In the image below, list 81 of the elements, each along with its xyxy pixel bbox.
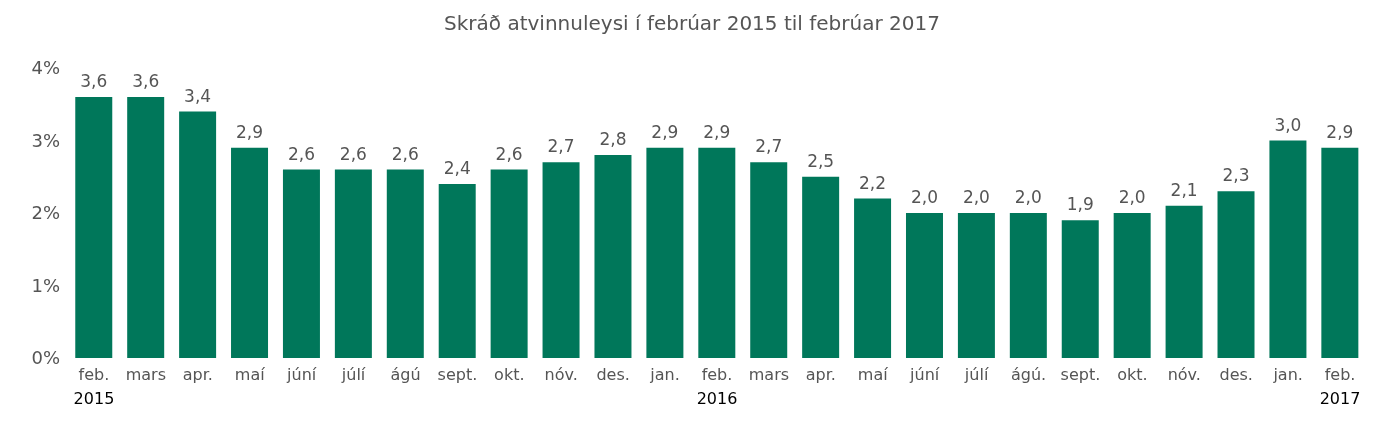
bar — [542, 162, 580, 358]
y-tick-label: 2% — [31, 202, 60, 224]
x-tick-label: sept. — [1060, 365, 1101, 384]
data-label: 2,1 — [1170, 179, 1198, 200]
data-label: 2,6 — [391, 143, 419, 164]
bar — [594, 155, 632, 358]
x-tick-label: nóv. — [544, 365, 578, 384]
data-label: 2,6 — [287, 143, 315, 164]
x-tick-label: feb. 2017 — [1319, 365, 1361, 408]
bar — [334, 169, 372, 358]
data-label: 2,9 — [651, 121, 679, 142]
chart-title: Skráð atvinnuleysi í febrúar 2015 til febrúar 2017 — [443, 10, 941, 37]
bar — [1113, 213, 1151, 358]
data-label: 2,7 — [547, 136, 575, 157]
data-label: 2,6 — [339, 143, 367, 164]
x-tick-label: apr. — [182, 365, 213, 384]
bar — [282, 169, 320, 358]
x-tick-label: mars — [125, 365, 167, 384]
bar — [490, 169, 528, 358]
data-label: 2,9 — [1326, 121, 1354, 142]
x-tick-label: okt. — [1117, 365, 1148, 384]
data-label: 3,6 — [80, 71, 108, 91]
bar — [802, 176, 840, 358]
x-tick-label: mars — [748, 365, 790, 384]
data-label: 3,4 — [184, 85, 212, 106]
bar — [646, 147, 684, 358]
x-tick-label: sept. — [437, 365, 478, 384]
bar — [386, 169, 424, 358]
y-tick-label: 0% — [31, 347, 60, 369]
data-label: 2,0 — [910, 187, 939, 207]
x-tick-label: jan. — [649, 365, 680, 384]
x-tick-label: feb. 2016 — [696, 365, 738, 408]
bar — [127, 97, 165, 358]
data-label: 2,8 — [599, 129, 627, 149]
data-label: 3,6 — [132, 71, 160, 91]
x-tick-label: maí — [857, 365, 889, 384]
data-label: 2,0 — [962, 187, 990, 207]
x-tick-label: maí — [234, 365, 266, 384]
data-label: 1,9 — [1066, 194, 1094, 215]
data-label: 2,9 — [236, 121, 264, 142]
x-tick-label: ágú. — [1010, 365, 1047, 384]
x-tick-label: jan. — [1272, 365, 1303, 384]
x-tick-label: apr. — [805, 365, 836, 384]
bar — [750, 162, 788, 358]
x-tick-label: júní — [286, 365, 317, 384]
data-label: 2,0 — [1014, 187, 1042, 207]
x-tick-label: ágú — [390, 365, 421, 384]
bar — [438, 184, 476, 358]
data-label: 2,2 — [859, 172, 887, 193]
bar — [1321, 147, 1359, 358]
bar — [231, 147, 269, 358]
data-label: 2,9 — [703, 121, 731, 142]
x-tick-label: júlí — [963, 365, 989, 384]
bar — [957, 213, 995, 358]
y-tick-label: 4% — [31, 57, 60, 79]
bar — [1269, 140, 1307, 358]
y-tick-label: 3% — [31, 129, 60, 151]
x-tick-label: okt. — [494, 365, 525, 384]
y-tick-label: 1% — [31, 274, 60, 296]
x-tick-label: des. — [596, 365, 630, 384]
bar — [1009, 213, 1047, 358]
x-tick-label: júlí — [340, 365, 366, 384]
x-tick-label: des. — [1219, 365, 1253, 384]
data-label: 2,7 — [755, 136, 783, 157]
data-label: 3,0 — [1274, 114, 1302, 135]
bar — [75, 97, 113, 358]
x-tick-label: feb. 2015 — [73, 365, 115, 408]
data-label: 2,4 — [443, 158, 471, 178]
x-tick-label: júní — [909, 365, 940, 384]
bar — [698, 147, 736, 358]
data-label: 2,0 — [1118, 187, 1146, 207]
bar — [1217, 191, 1255, 358]
data-label: 2,3 — [1222, 165, 1250, 186]
bar — [179, 111, 217, 358]
data-label: 2,5 — [807, 150, 835, 171]
bar — [1061, 220, 1099, 358]
bar — [905, 213, 943, 358]
bar — [854, 198, 892, 358]
x-tick-label: nóv. — [1167, 365, 1201, 384]
bar — [1165, 205, 1203, 358]
data-label: 2,6 — [495, 143, 523, 164]
